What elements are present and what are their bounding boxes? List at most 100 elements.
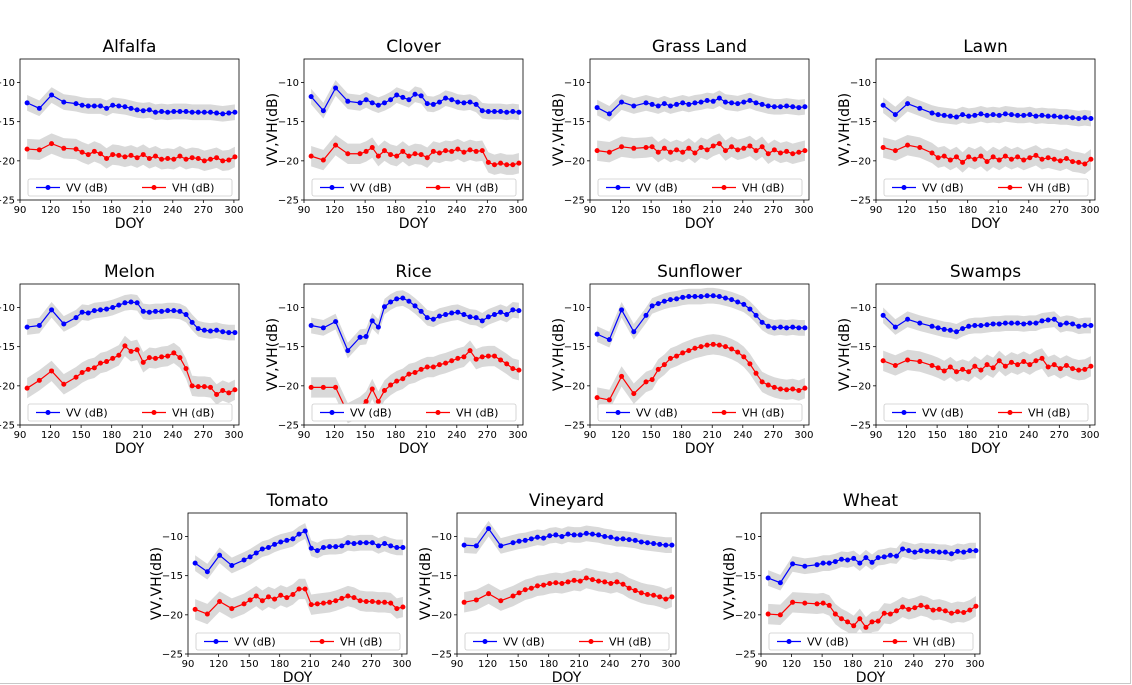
uncertainty-band-vv — [464, 520, 672, 554]
data-point-vh — [152, 153, 158, 159]
data-point-vh — [753, 370, 759, 376]
data-point-vh — [777, 612, 783, 618]
data-point-vv — [424, 315, 430, 321]
x-tick-label: 150 — [72, 430, 91, 441]
data-point-vv — [61, 321, 67, 327]
data-point-vv — [217, 552, 223, 558]
legend-marker-vv — [615, 410, 621, 415]
data-point-vv — [201, 109, 207, 115]
data-point-vv — [619, 307, 625, 313]
data-point-vh — [333, 142, 339, 148]
legend-marker-vv — [45, 185, 51, 190]
data-point-vh — [651, 592, 657, 598]
x-tick-label: 90 — [870, 205, 883, 216]
data-point-vh — [893, 608, 899, 614]
data-point-vv — [104, 105, 110, 111]
data-point-vh — [159, 354, 165, 360]
data-point-vv — [467, 314, 473, 320]
data-point-vv — [1033, 320, 1039, 326]
legend-marker-vv — [45, 410, 51, 415]
data-point-vv — [177, 108, 183, 114]
data-point-vh — [917, 359, 923, 365]
data-point-vh — [406, 153, 412, 159]
uncertainty-band-vv — [311, 80, 519, 121]
data-point-vv — [596, 532, 602, 538]
x-tick-label: 270 — [478, 430, 497, 441]
subplot-title: Vineyard — [529, 491, 604, 511]
data-point-vh — [887, 611, 893, 617]
data-point-vv — [620, 536, 626, 542]
data-point-vv — [594, 105, 600, 111]
legend-marker-vv — [213, 639, 219, 644]
data-point-vh — [851, 623, 857, 629]
data-point-vh — [327, 599, 333, 605]
data-point-vh — [116, 152, 122, 158]
subplot-title: Melon — [104, 262, 155, 282]
data-point-vv — [491, 108, 497, 114]
data-point-vv — [880, 312, 886, 318]
data-point-vh — [973, 603, 979, 609]
uncertainty-band-vv — [597, 287, 805, 348]
data-point-vv — [606, 111, 612, 117]
data-point-vv — [1088, 323, 1094, 329]
y-tick-label: −10 — [431, 532, 452, 543]
data-point-vh — [467, 348, 473, 354]
data-point-vh — [128, 152, 134, 158]
data-point-vv — [400, 295, 406, 301]
x-tick-label: 210 — [417, 430, 436, 441]
data-point-vh — [661, 145, 667, 151]
data-point-vh — [284, 595, 290, 601]
data-point-vh — [777, 386, 783, 392]
data-point-vh — [195, 384, 201, 390]
data-point-vh — [314, 601, 320, 607]
data-point-vv — [85, 310, 91, 316]
data-point-vv — [972, 323, 978, 329]
y-tick-label: −10 — [0, 78, 15, 89]
x-tick-label: 180 — [386, 430, 405, 441]
data-point-vv — [412, 91, 418, 97]
data-point-vv — [777, 580, 783, 586]
data-point-vh — [171, 156, 177, 162]
data-point-vh — [85, 152, 91, 158]
data-point-vh — [649, 377, 655, 383]
data-point-vh — [784, 387, 790, 393]
data-point-vh — [710, 143, 716, 149]
x-tick-label: 150 — [813, 659, 832, 670]
data-point-vv — [226, 110, 232, 116]
data-point-vh — [1039, 156, 1045, 162]
data-point-vh — [686, 348, 692, 354]
data-point-vh — [91, 148, 97, 154]
data-point-vv — [990, 112, 996, 118]
data-point-vv — [955, 548, 961, 554]
data-point-vh — [357, 598, 363, 604]
data-point-vv — [461, 542, 467, 548]
data-point-vv — [729, 100, 735, 106]
y-tick-label: −25 — [850, 421, 871, 432]
data-point-vh — [1082, 161, 1088, 167]
data-point-vh — [278, 592, 284, 598]
data-point-vv — [1002, 320, 1008, 326]
x-tick-label: 90 — [451, 659, 464, 670]
data-point-vh — [498, 160, 504, 166]
data-point-vh — [461, 354, 467, 360]
data-point-vh — [606, 149, 612, 155]
data-point-vh — [357, 151, 363, 157]
data-point-vv — [455, 99, 461, 105]
data-point-vv — [400, 544, 406, 550]
data-point-vv — [104, 306, 110, 312]
data-point-vh — [122, 343, 128, 349]
data-point-vv — [214, 327, 220, 333]
data-point-vh — [1051, 362, 1057, 368]
data-point-vv — [479, 108, 485, 114]
legend-label-vh: VH (dB) — [340, 636, 382, 649]
data-point-vv — [777, 104, 783, 110]
data-point-vv — [522, 537, 528, 543]
legend-label-vv: VV (dB) — [636, 407, 678, 420]
x-tick-label: 300 — [224, 430, 243, 441]
data-point-vv — [510, 307, 516, 313]
data-point-vh — [594, 148, 600, 154]
data-point-vv — [516, 308, 522, 314]
data-point-vh — [229, 606, 235, 612]
data-point-vh — [747, 361, 753, 367]
data-point-vh — [863, 624, 869, 630]
